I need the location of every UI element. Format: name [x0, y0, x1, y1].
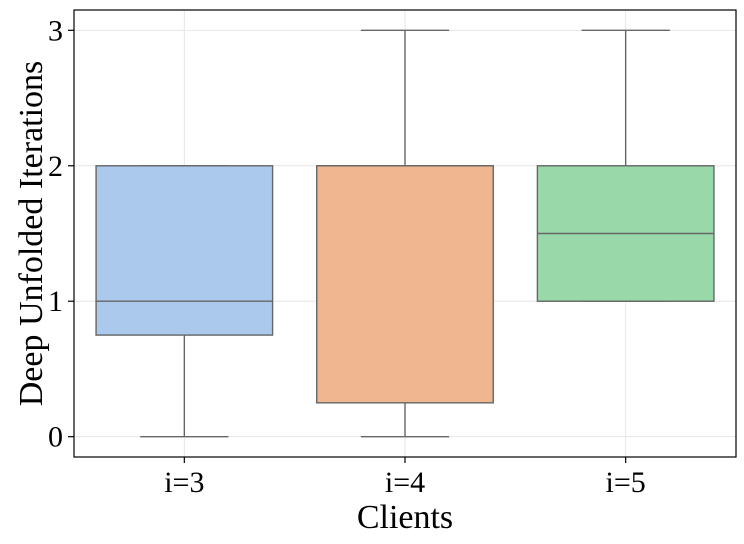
y-axis-ticks: 0 1 2 3	[48, 14, 74, 454]
x-tick-label-i=5: i=5	[606, 466, 646, 499]
box-i=3	[95, 165, 274, 438]
box-i=5	[536, 29, 715, 302]
box-body	[316, 165, 494, 404]
x-axis-ticks: i=3 i=4 i=5	[164, 457, 646, 499]
y-tick-label-0: 0	[48, 421, 63, 454]
y-axis-label: Deep Unfolded Iterations	[13, 61, 50, 407]
y-tick-label-1: 1	[48, 285, 63, 318]
y-tick-label-2: 2	[48, 150, 63, 183]
box-series	[95, 29, 715, 438]
x-tick-label-i=4: i=4	[385, 466, 425, 499]
box-body	[95, 165, 274, 336]
x-axis-label: Clients	[357, 499, 453, 536]
x-tick-label-i=3: i=3	[164, 466, 204, 499]
y-tick-label-3: 3	[48, 14, 63, 47]
box-i=4	[316, 29, 494, 438]
